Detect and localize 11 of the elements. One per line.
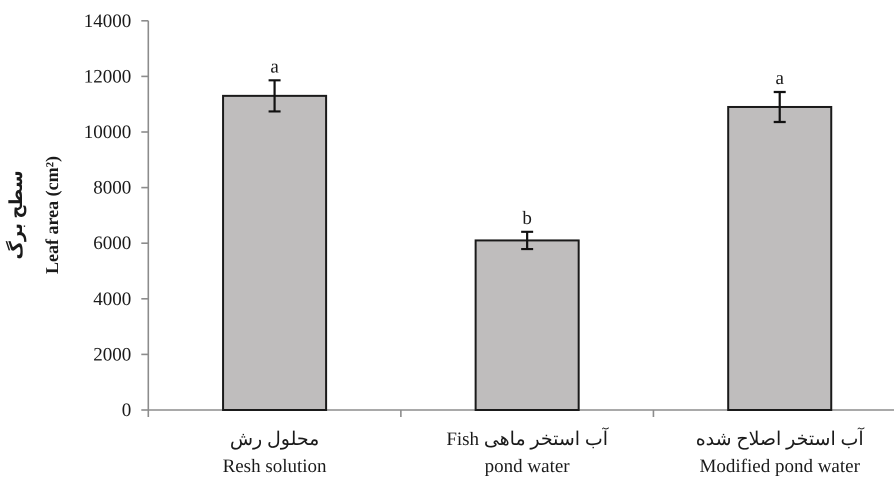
y-tick-label: 14000 xyxy=(84,10,132,32)
data-label: b xyxy=(522,208,532,229)
y-tick-label: 12000 xyxy=(84,66,132,88)
data-label: a xyxy=(776,68,784,89)
y-tick-label: 8000 xyxy=(93,178,132,199)
y-tick-label: 6000 xyxy=(93,233,132,254)
data-label: a xyxy=(270,56,280,78)
y-tick-label: 10000 xyxy=(84,122,132,143)
y-tick-label: 4000 xyxy=(93,288,132,310)
y-tick-label: 2000 xyxy=(93,344,132,366)
y-tick-label: 0 xyxy=(122,400,132,421)
